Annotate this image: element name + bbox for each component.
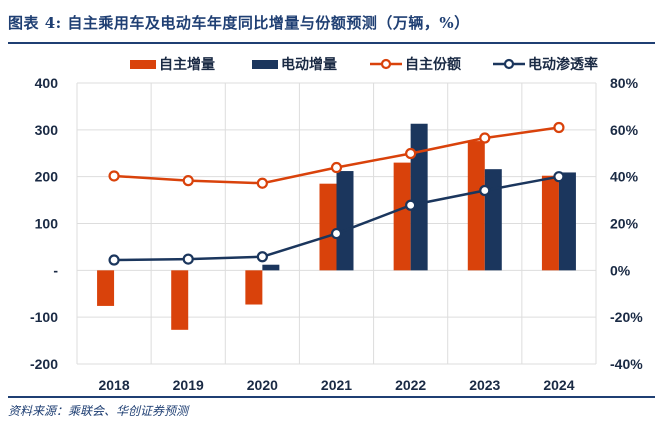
bar-ev-increment (336, 171, 354, 271)
point-ev-penetration (553, 171, 565, 183)
legend-line-marker-orange-icon (370, 58, 402, 70)
left-axis-tick-label: 400 (35, 75, 59, 91)
bar-domestic-increment (541, 175, 559, 271)
bar-domestic-increment (171, 270, 189, 330)
legend-swatch-orange-bar (130, 59, 156, 69)
bar-ev-increment (262, 264, 280, 271)
legend-item-ev-penetration: 电动渗透率 (493, 54, 598, 74)
point-ev-penetration (405, 199, 417, 211)
x-axis-tick-label: 2023 (469, 377, 500, 393)
bar-domestic-increment (319, 183, 337, 271)
right-axis-tick-label: -20% (610, 309, 643, 325)
bar-domestic-increment (245, 270, 263, 305)
point-ev-penetration (479, 184, 491, 197)
x-axis-tick-label: 2024 (543, 377, 574, 393)
legend-swatch-navy-bar (252, 59, 278, 69)
right-axis-tick-label: 80% (610, 75, 639, 91)
right-axis-tick-label: 40% (610, 169, 639, 185)
bar-domestic-increment (393, 162, 411, 271)
x-axis-tick-label: 2022 (395, 377, 426, 393)
legend-label: 电动增量 (281, 57, 337, 73)
left-axis-tick-label: - (53, 262, 58, 278)
point-ev-penetration (182, 253, 194, 265)
x-axis-tick-label: 2018 (98, 377, 129, 393)
right-axis-tick-label: 20% (610, 216, 639, 232)
left-axis-tick-label: -100 (30, 309, 58, 325)
point-domestic-share (256, 177, 268, 189)
bar-ev-increment (484, 169, 502, 271)
point-domestic-share (330, 161, 343, 174)
legend: 自主增量 电动增量 自主份额 电动渗透率 (0, 54, 655, 74)
legend-label: 电动渗透率 (528, 57, 598, 73)
legend-item-ev-increment: 电动增量 (252, 54, 337, 74)
x-axis-tick-label: 2019 (173, 377, 204, 393)
bar-ev-increment (558, 172, 576, 271)
title-divider (8, 42, 655, 44)
bar-ev-increment (410, 123, 428, 271)
legend-item-domestic-increment: 自主增量 (130, 54, 215, 74)
left-axis-tick-label: 200 (35, 169, 59, 185)
x-axis-tick-label: 2020 (247, 377, 278, 393)
right-axis-tick-label: -40% (610, 356, 643, 372)
left-axis-tick-label: 100 (35, 216, 59, 232)
legend-item-domestic-share: 自主份额 (370, 54, 461, 74)
point-domestic-share (479, 132, 491, 144)
chart-plot: 400 300 200 100 - -100 -200 80% 60% 40% 20% 0% -20% -… (30, 75, 643, 393)
right-axis-tick-label: 60% (610, 122, 639, 138)
right-axis-tick-label: 0% (610, 262, 631, 278)
bar-domestic-increment (467, 141, 485, 271)
point-ev-penetration (330, 227, 343, 240)
source-note: 资料来源：乘联会、华创证券预测 (8, 404, 189, 418)
bar-domestic-increment (97, 270, 115, 306)
point-domestic-share (553, 121, 565, 134)
legend-label: 自主增量 (159, 57, 215, 73)
point-domestic-share (108, 170, 120, 182)
footer-divider (8, 396, 655, 398)
left-axis-tick-label: 300 (35, 122, 59, 138)
chart-title: 图表 4: 自主乘用车及电动车年度同比增量与份额预测（万辆，%） (8, 14, 470, 32)
left-axis-tick-label: -200 (30, 356, 58, 372)
point-domestic-share (405, 147, 417, 160)
point-domestic-share (182, 175, 194, 187)
point-ev-penetration (256, 251, 268, 263)
legend-label: 自主份额 (405, 57, 461, 73)
point-ev-penetration (108, 254, 120, 266)
legend-line-marker-navy-icon (493, 58, 525, 70)
x-axis-tick-label: 2021 (321, 377, 352, 393)
